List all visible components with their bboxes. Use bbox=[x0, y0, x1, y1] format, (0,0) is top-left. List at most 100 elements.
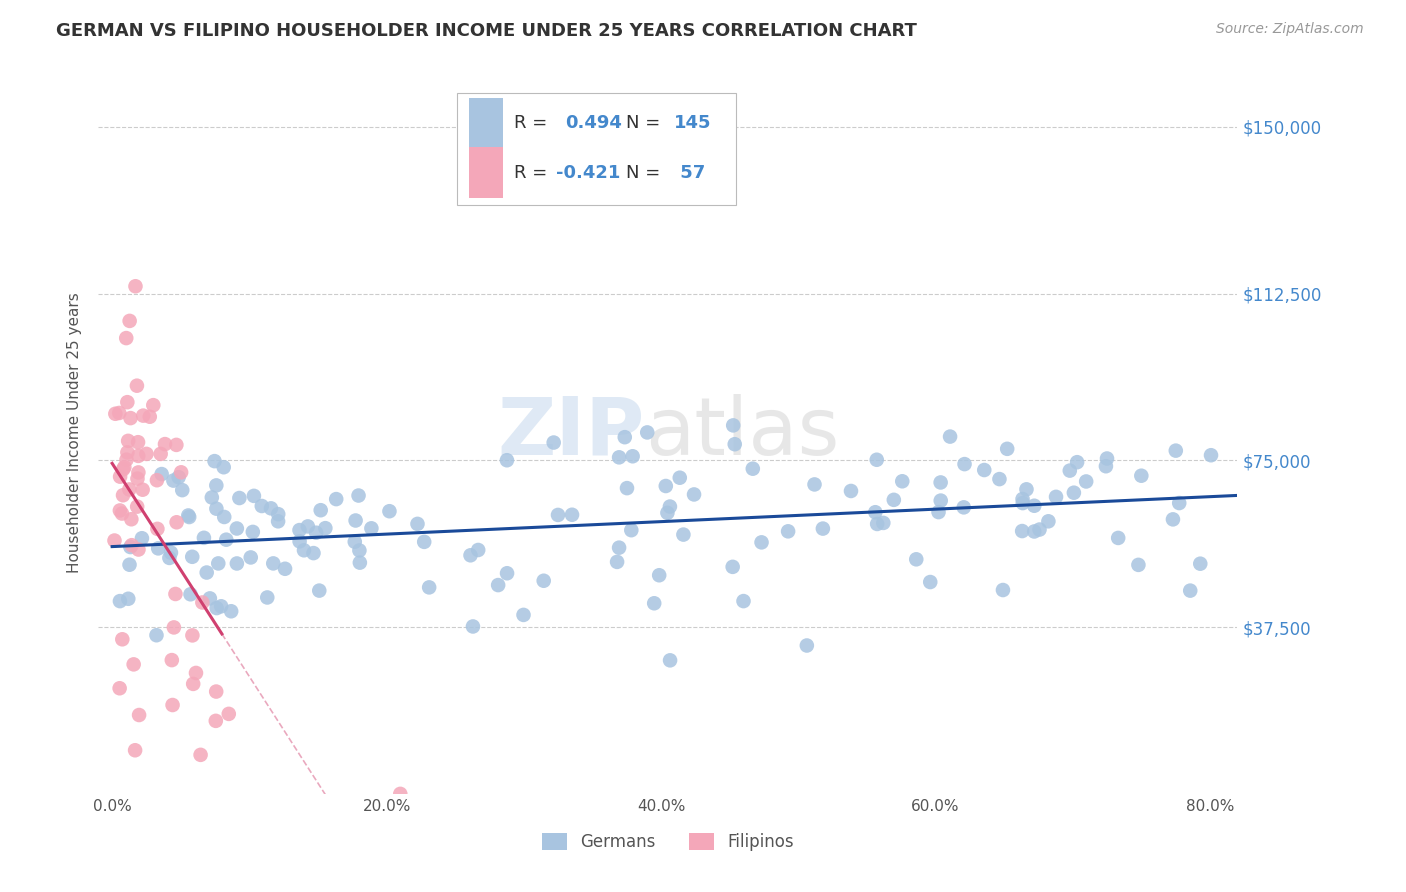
Point bbox=[120, 411, 142, 425]
Point bbox=[120, 512, 142, 526]
Point bbox=[1180, 583, 1202, 598]
FancyBboxPatch shape bbox=[468, 147, 503, 198]
Point bbox=[613, 430, 636, 444]
Text: -0.421: -0.421 bbox=[557, 163, 620, 181]
Point bbox=[117, 445, 139, 459]
Point bbox=[648, 568, 671, 582]
Point bbox=[929, 475, 952, 490]
Text: Source: ZipAtlas.com: Source: ZipAtlas.com bbox=[1216, 22, 1364, 37]
Point bbox=[162, 474, 184, 488]
Point bbox=[149, 447, 172, 461]
Point bbox=[1095, 451, 1118, 466]
Text: atlas: atlas bbox=[645, 393, 839, 472]
Point bbox=[606, 555, 628, 569]
Point bbox=[205, 501, 228, 516]
Point bbox=[127, 449, 149, 463]
Point bbox=[112, 460, 135, 475]
Point bbox=[1066, 455, 1088, 469]
Text: R =: R = bbox=[515, 163, 553, 181]
Point bbox=[659, 653, 682, 667]
Point bbox=[166, 516, 188, 530]
Point bbox=[207, 557, 229, 571]
Point bbox=[1045, 490, 1067, 504]
Point bbox=[1161, 512, 1184, 526]
Point bbox=[181, 628, 204, 642]
Point bbox=[274, 562, 297, 576]
Point bbox=[205, 684, 228, 698]
Point bbox=[1024, 499, 1046, 513]
Point bbox=[162, 698, 184, 712]
Point bbox=[131, 531, 153, 545]
Point bbox=[145, 628, 167, 642]
Point bbox=[378, 504, 401, 518]
Point bbox=[170, 466, 193, 480]
Point bbox=[117, 591, 139, 606]
Point bbox=[190, 747, 212, 762]
Point bbox=[108, 469, 131, 483]
Point bbox=[543, 435, 565, 450]
Point bbox=[865, 505, 887, 519]
Point bbox=[741, 461, 763, 475]
Point bbox=[177, 508, 200, 523]
Point bbox=[512, 607, 534, 622]
Point bbox=[205, 478, 228, 492]
Point bbox=[668, 471, 690, 485]
Point bbox=[672, 527, 695, 541]
Point bbox=[142, 398, 165, 412]
Point bbox=[724, 437, 747, 451]
Point bbox=[118, 483, 141, 497]
Point bbox=[198, 591, 221, 606]
Point bbox=[111, 507, 134, 521]
Point bbox=[250, 499, 273, 513]
Point bbox=[267, 507, 290, 521]
Point bbox=[1095, 459, 1118, 474]
Point bbox=[1028, 523, 1050, 537]
Point bbox=[883, 492, 905, 507]
Point bbox=[115, 452, 138, 467]
Point bbox=[655, 479, 678, 493]
Point bbox=[108, 681, 131, 696]
Point bbox=[1063, 485, 1085, 500]
Point bbox=[165, 438, 187, 452]
Point bbox=[460, 549, 482, 563]
Point bbox=[117, 434, 139, 448]
Point bbox=[349, 556, 371, 570]
Point bbox=[872, 516, 894, 530]
Point bbox=[212, 510, 235, 524]
Point bbox=[389, 787, 412, 801]
Point bbox=[228, 491, 250, 505]
Point bbox=[108, 503, 131, 517]
Text: 0.494: 0.494 bbox=[565, 114, 623, 132]
Point bbox=[953, 457, 976, 471]
Point bbox=[866, 452, 889, 467]
Point bbox=[657, 506, 679, 520]
Point bbox=[135, 447, 157, 461]
Text: GERMAN VS FILIPINO HOUSEHOLDER INCOME UNDER 25 YEARS CORRELATION CHART: GERMAN VS FILIPINO HOUSEHOLDER INCOME UN… bbox=[56, 22, 917, 40]
Point bbox=[496, 566, 519, 581]
Point bbox=[262, 557, 284, 571]
Point bbox=[297, 519, 319, 533]
Point bbox=[157, 550, 180, 565]
Point bbox=[721, 418, 744, 433]
Point bbox=[406, 516, 429, 531]
Point bbox=[260, 501, 283, 516]
Point bbox=[108, 594, 131, 608]
Point bbox=[995, 442, 1018, 456]
Text: ZIP: ZIP bbox=[498, 393, 645, 472]
Point bbox=[115, 331, 138, 345]
Point bbox=[839, 483, 862, 498]
Point bbox=[1168, 496, 1191, 510]
Point bbox=[212, 460, 235, 475]
Point bbox=[267, 514, 290, 528]
Point bbox=[181, 549, 204, 564]
Point bbox=[607, 450, 630, 465]
Point bbox=[146, 522, 169, 536]
Point bbox=[607, 541, 630, 555]
Point bbox=[973, 463, 995, 477]
Point bbox=[288, 523, 311, 537]
FancyBboxPatch shape bbox=[457, 93, 737, 205]
Point bbox=[621, 450, 644, 464]
Point bbox=[242, 524, 264, 539]
Point bbox=[215, 533, 238, 547]
Point bbox=[308, 583, 330, 598]
